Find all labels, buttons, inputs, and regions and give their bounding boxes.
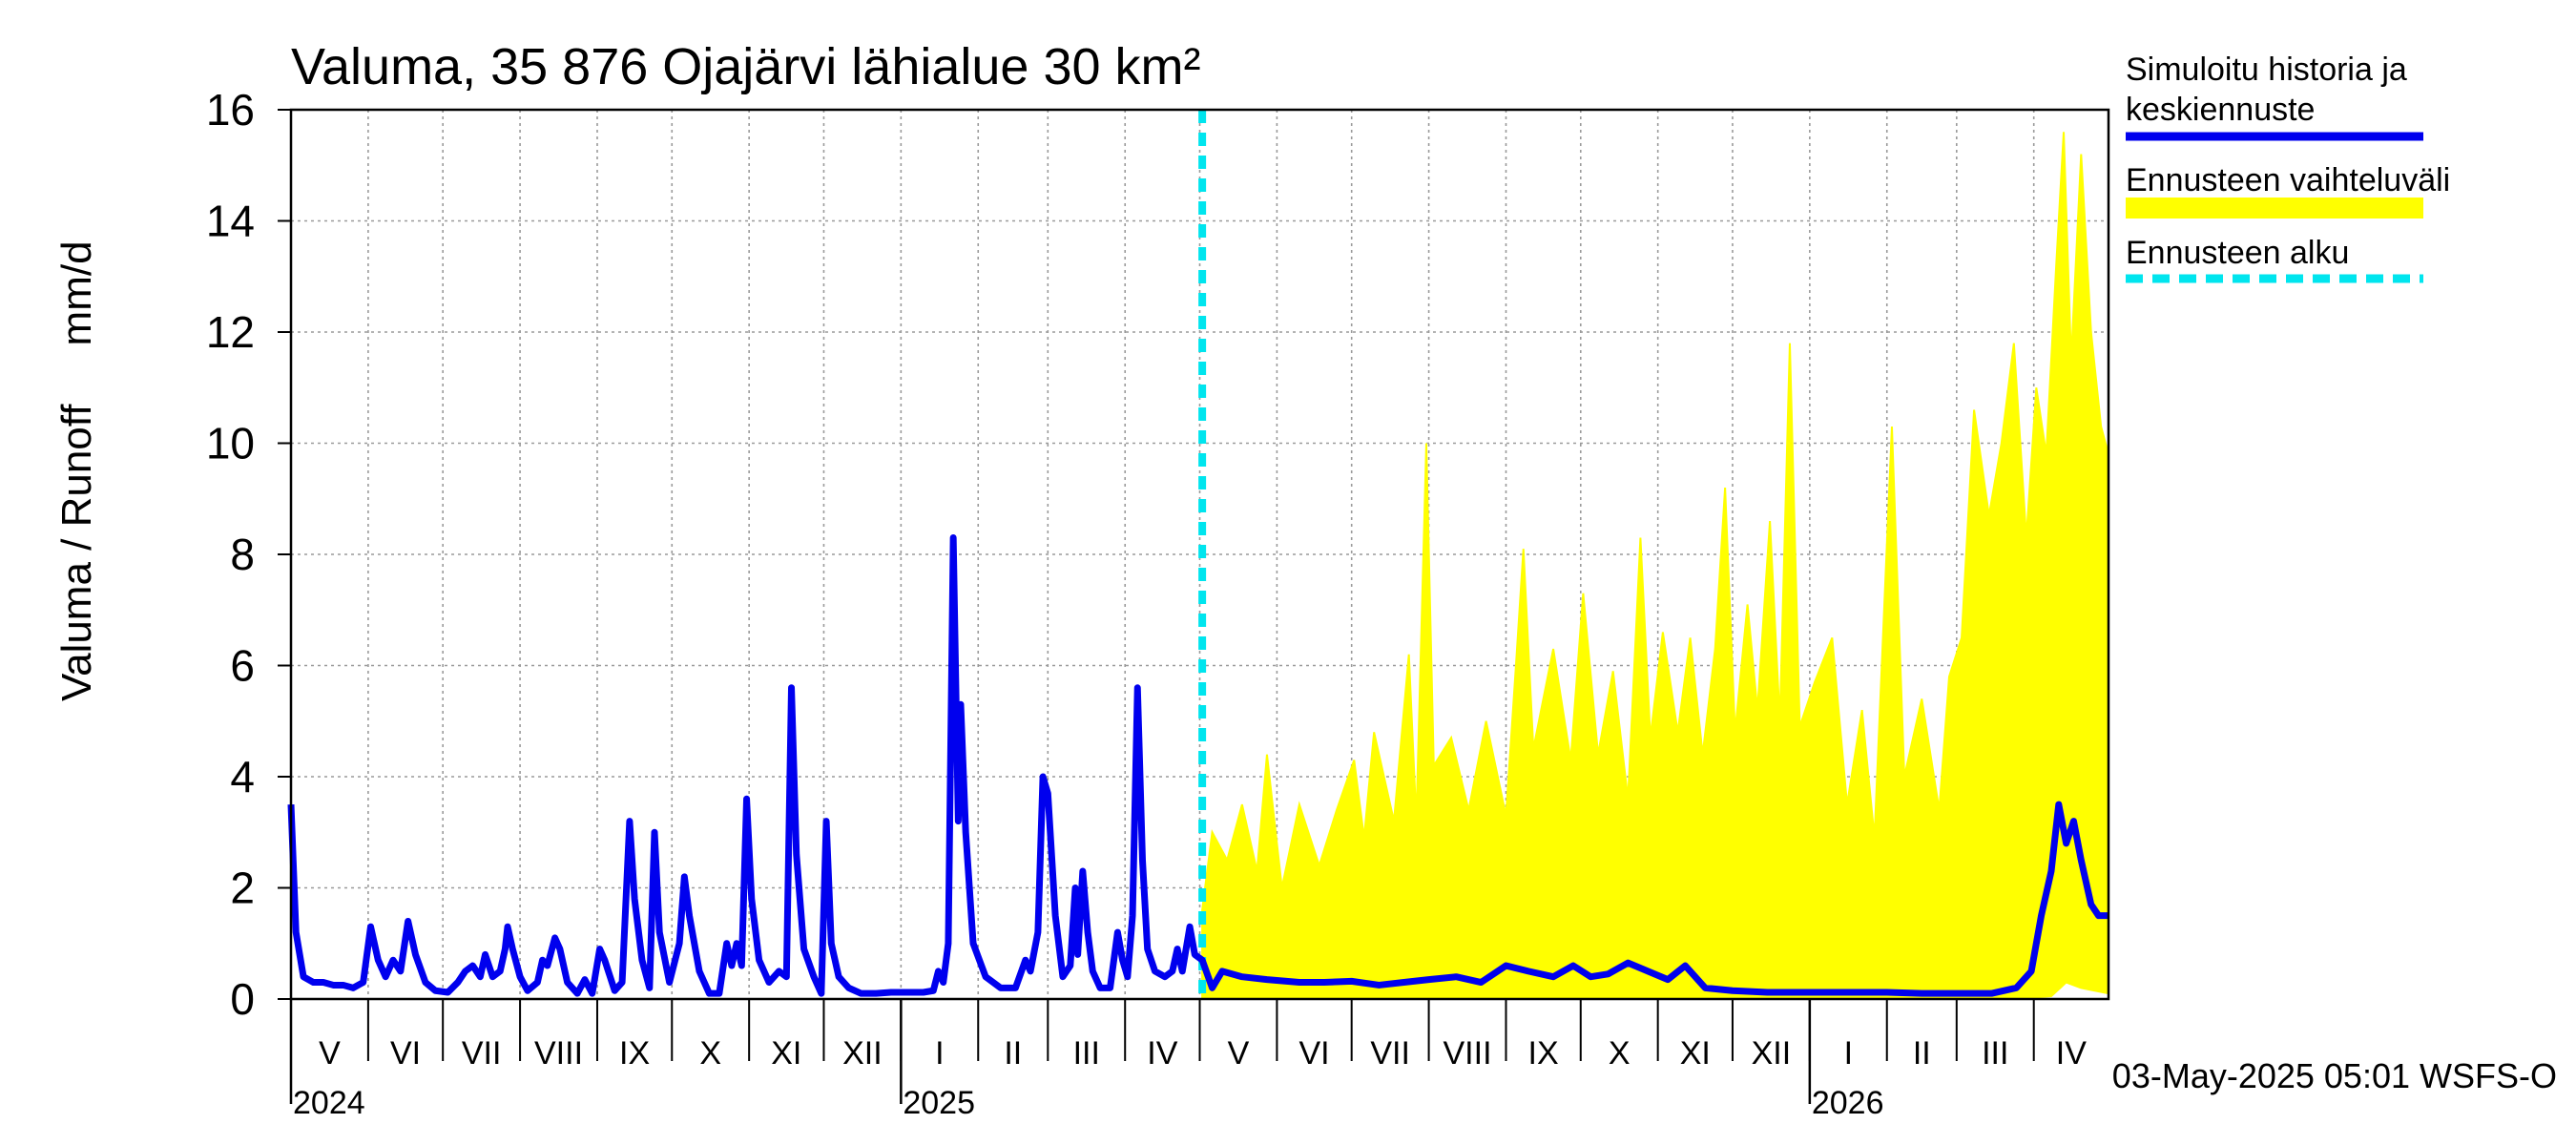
month-label: III (1982, 1035, 2008, 1072)
year-label: 2024 (293, 1085, 365, 1121)
month-label: VI (1298, 1035, 1329, 1072)
y-tick-label: 6 (230, 641, 255, 691)
month-label: V (319, 1035, 341, 1072)
month-label: XI (771, 1035, 801, 1072)
month-label: I (935, 1035, 944, 1072)
plot-frame (289, 108, 2110, 1001)
month-label: VIII (534, 1035, 583, 1072)
month-label: X (1609, 1035, 1631, 1072)
y-tick-label: 10 (206, 419, 255, 468)
y-tick-label: 14 (206, 197, 255, 246)
month-label: VII (462, 1035, 502, 1072)
y-tick-label: 4 (230, 752, 255, 802)
year-label: 2025 (903, 1085, 975, 1121)
month-label: II (1004, 1035, 1022, 1072)
month-label: I (1844, 1035, 1853, 1072)
axes (278, 108, 2110, 1104)
year-label: 2026 (1812, 1085, 1884, 1121)
legend-label: Ennusteen alku (2126, 235, 2349, 271)
legend: Simuloitu historia ja keskiennuste Ennuste… (2126, 52, 2450, 283)
forecast-range-layer (1201, 132, 2109, 1000)
month-label: XII (842, 1035, 883, 1072)
month-label: IX (1528, 1035, 1559, 1072)
legend-swatch-range (2126, 198, 2423, 219)
month-label: XII (1752, 1035, 1792, 1072)
legend-label: keskiennuste (2126, 92, 2315, 128)
y-tick-label: 16 (206, 85, 255, 135)
month-label: VI (390, 1035, 421, 1072)
y-tick-label: 0 (230, 974, 255, 1024)
y-axis-label: Valuma / Runoff mm/d (53, 240, 100, 701)
y-tick-label: 12 (206, 307, 255, 357)
footer-timestamp: 03-May-2025 05:01 WSFS-O (2112, 1056, 2557, 1095)
month-label: XI (1680, 1035, 1711, 1072)
month-label: IV (2056, 1035, 2087, 1072)
chart-title: Valuma, 35 876 Ojajärvi lähialue 30 km² (291, 38, 1201, 95)
month-label: IV (1147, 1035, 1177, 1072)
month-label: V (1228, 1035, 1250, 1072)
y-tick-label: 8 (230, 530, 255, 579)
month-label: II (1913, 1035, 1931, 1072)
legend-label: Ennusteen vaihteluväli (2126, 162, 2450, 198)
runoff-line-layer (287, 110, 2109, 999)
month-label: VIII (1444, 1035, 1492, 1072)
month-label: IX (619, 1035, 650, 1072)
legend-label: Simuloitu historia ja (2126, 52, 2407, 88)
month-label: III (1073, 1035, 1100, 1072)
y-tick-label: 2 (230, 864, 255, 913)
runoff-line (287, 534, 2109, 997)
month-label: X (699, 1035, 721, 1072)
forecast-range-band (1201, 132, 2109, 1000)
month-label: VII (1370, 1035, 1410, 1072)
